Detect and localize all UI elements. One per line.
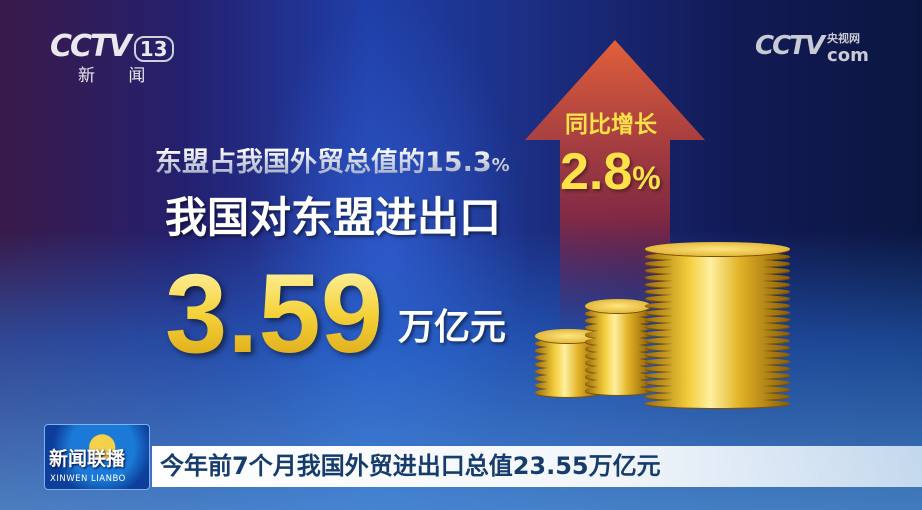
trade-value: 3.59 [165, 251, 383, 376]
coin [645, 357, 790, 366]
coin [585, 337, 651, 346]
yoy-label: 同比增长 [565, 112, 657, 138]
coin-stack-small [535, 325, 601, 397]
coin [645, 308, 790, 317]
coin [645, 392, 790, 401]
coin [585, 316, 651, 325]
coin [535, 367, 601, 376]
coin [585, 309, 651, 318]
coin-top [535, 329, 601, 343]
coin [585, 358, 651, 367]
coin [645, 252, 790, 261]
coin [535, 353, 601, 362]
coin [645, 371, 790, 380]
coin [585, 344, 651, 353]
coin [535, 381, 601, 390]
coin [645, 322, 790, 331]
yoy-value: 2.8% [560, 143, 661, 201]
coin [585, 351, 651, 360]
coin [645, 273, 790, 282]
trade-unit: 万亿元 [398, 307, 507, 348]
coin [585, 330, 651, 339]
coin [645, 329, 790, 338]
xinwen-lianbo-logo: 新闻联播 XINWEN LIANBO [44, 424, 150, 490]
coin [645, 294, 790, 303]
coin [645, 336, 790, 345]
news-ticker: 今年前7个月我国外贸进出口总值23.55万亿元 [152, 446, 922, 487]
coin [585, 372, 651, 381]
coin [535, 388, 601, 397]
coin-stack-large [645, 238, 790, 408]
coin [645, 266, 790, 275]
cctv13-logo: CCTV 13 新 闻 [50, 30, 174, 86]
coin [645, 399, 790, 408]
coin [535, 339, 601, 348]
coin [535, 346, 601, 355]
coin [585, 323, 651, 332]
coin [645, 259, 790, 268]
coin [645, 301, 790, 310]
coin [645, 343, 790, 352]
coin [645, 378, 790, 387]
coin [535, 360, 601, 369]
cctv-com-logo: CCTV 央视网 com [755, 31, 869, 66]
coin-stack-medium [585, 295, 651, 397]
coin [645, 350, 790, 359]
coin [585, 379, 651, 388]
coin-top [645, 242, 790, 256]
coin [535, 374, 601, 383]
coin [585, 365, 651, 374]
coin [645, 287, 790, 296]
coin [645, 364, 790, 373]
coin [645, 385, 790, 394]
coin [645, 315, 790, 324]
coin [645, 280, 790, 289]
share-text: 东盟占我国外贸总值的15.3% [155, 147, 510, 178]
coin [585, 386, 651, 395]
coin-top [585, 299, 651, 313]
infographic-title: 我国对东盟进出口 [165, 193, 502, 242]
